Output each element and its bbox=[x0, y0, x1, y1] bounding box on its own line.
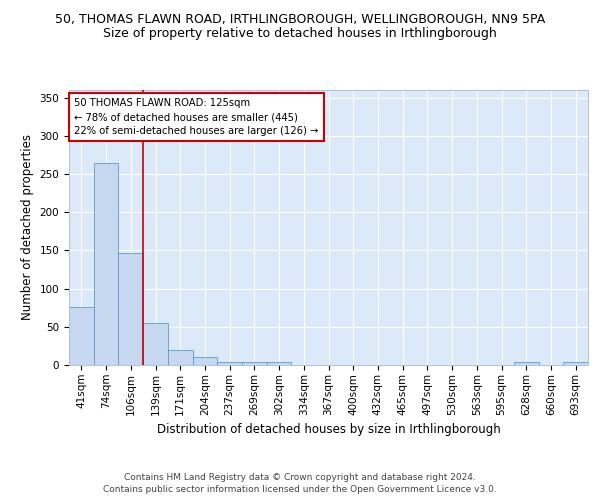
Bar bbox=[563, 362, 588, 365]
Bar bbox=[143, 323, 168, 365]
Bar bbox=[69, 307, 94, 365]
Text: 50, THOMAS FLAWN ROAD, IRTHLINGBOROUGH, WELLINGBOROUGH, NN9 5PA: 50, THOMAS FLAWN ROAD, IRTHLINGBOROUGH, … bbox=[55, 12, 545, 26]
Bar bbox=[267, 362, 292, 365]
Text: Size of property relative to detached houses in Irthlingborough: Size of property relative to detached ho… bbox=[103, 28, 497, 40]
Text: Contains public sector information licensed under the Open Government Licence v3: Contains public sector information licen… bbox=[103, 485, 497, 494]
Bar bbox=[514, 362, 539, 365]
Bar bbox=[217, 362, 242, 365]
Bar bbox=[118, 254, 143, 365]
Y-axis label: Number of detached properties: Number of detached properties bbox=[21, 134, 34, 320]
Text: Contains HM Land Registry data © Crown copyright and database right 2024.: Contains HM Land Registry data © Crown c… bbox=[124, 472, 476, 482]
Bar bbox=[242, 362, 267, 365]
Bar bbox=[168, 350, 193, 365]
Bar bbox=[94, 164, 118, 365]
Text: 50 THOMAS FLAWN ROAD: 125sqm
← 78% of detached houses are smaller (445)
22% of s: 50 THOMAS FLAWN ROAD: 125sqm ← 78% of de… bbox=[74, 98, 319, 136]
X-axis label: Distribution of detached houses by size in Irthlingborough: Distribution of detached houses by size … bbox=[157, 423, 500, 436]
Bar bbox=[193, 356, 217, 365]
